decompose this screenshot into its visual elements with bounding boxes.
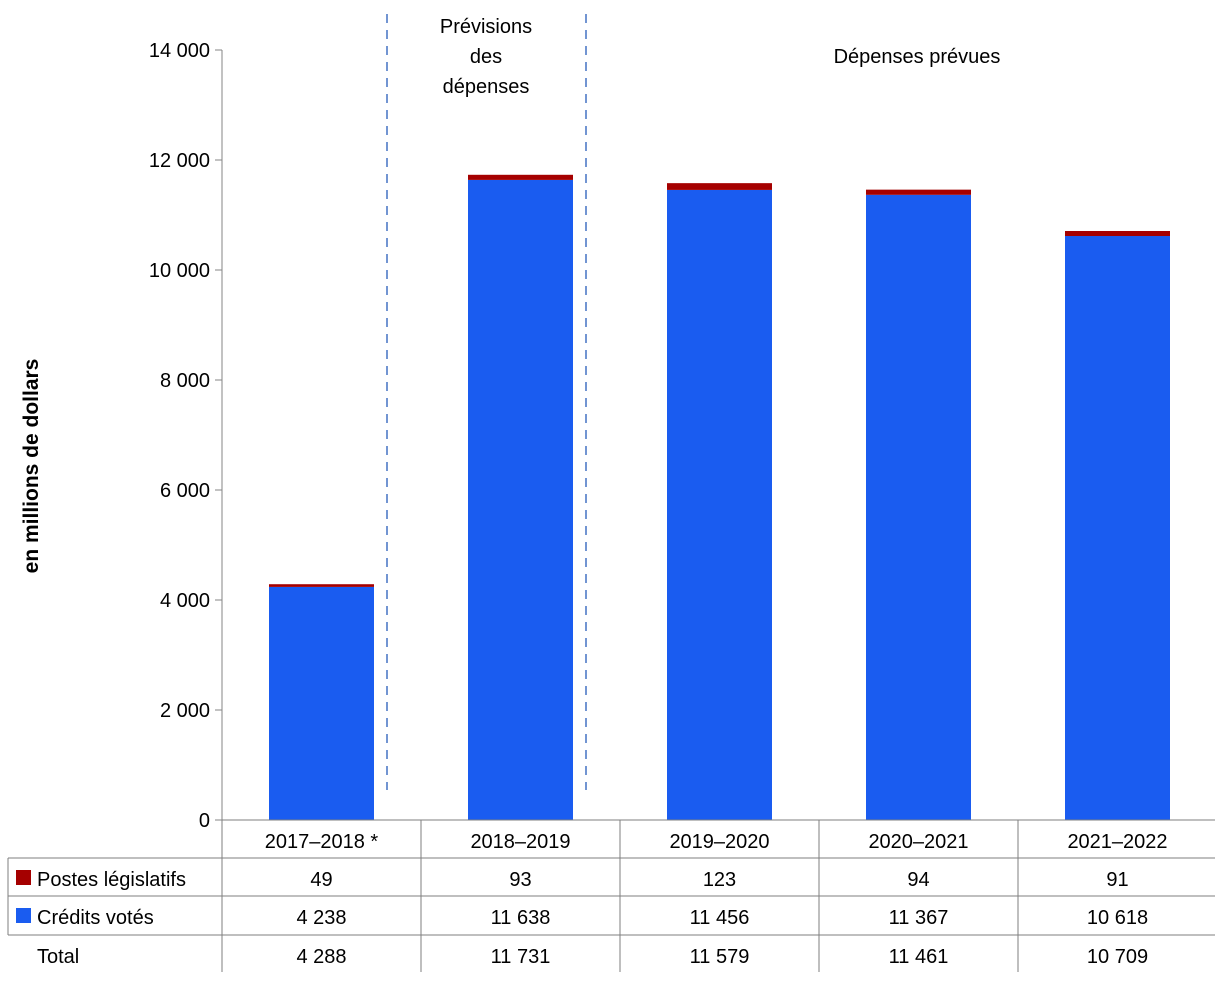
data-label: 10 618 (1087, 907, 1148, 929)
x-tick-label: 2020–2021 (868, 831, 968, 853)
legend-label: Postes législatifs (37, 869, 186, 891)
y-tick-label: 14 000 (149, 40, 210, 62)
y-axis: 0 2 000 4 000 6 000 8 000 10 000 12 000 14 000 (149, 40, 223, 832)
bar-credits-votes (866, 194, 971, 820)
legend-swatch (16, 870, 31, 885)
data-label: 94 (907, 869, 929, 891)
data-label: 10 709 (1087, 946, 1148, 968)
annotation-label: Dépenses prévues (834, 46, 1001, 68)
x-tick-label: 2021–2022 (1067, 831, 1167, 853)
data-label: 93 (509, 869, 531, 891)
data-label: 11 638 (491, 907, 551, 929)
y-tick-label: 2 000 (160, 700, 210, 722)
data-label: 49 (310, 869, 332, 891)
bar-postes-legislatifs (269, 584, 374, 587)
y-tick-label: 12 000 (149, 150, 210, 172)
bar-credits-votes (269, 586, 374, 820)
annotation-label: Prévisions (440, 16, 532, 38)
bars (269, 174, 1170, 821)
annotation-label: des (470, 46, 502, 68)
legend-swatch (16, 908, 31, 923)
legend-label: Crédits votés (37, 907, 154, 929)
data-table: 2017–2018 * 2018–2019 2019–2020 2020–2021 20… (7, 819, 1215, 972)
y-tick-label: 0 (199, 810, 210, 832)
bar-postes-legislatifs (667, 183, 772, 190)
bar-postes-legislatifs (468, 174, 573, 180)
bar-credits-votes (1065, 236, 1170, 820)
y-tick-label: 4 000 (160, 590, 210, 612)
data-label: 4 288 (296, 946, 346, 968)
data-label: 11 461 (889, 946, 949, 968)
data-label: 4 238 (296, 907, 346, 929)
x-tick-label: 2018–2019 (470, 831, 570, 853)
bar-credits-votes (667, 189, 772, 821)
bar-postes-legislatifs (866, 189, 971, 195)
annotation-label: dépenses (443, 76, 530, 98)
period-dividers (386, 14, 587, 790)
x-tick-label: 2019–2020 (669, 831, 769, 853)
data-label: 11 579 (690, 946, 750, 968)
y-tick-label: 8 000 (160, 370, 210, 392)
data-label: 11 456 (690, 907, 750, 929)
data-label: 11 731 (491, 946, 551, 968)
data-label: 123 (703, 869, 736, 891)
x-tick-label: 2017–2018 * (265, 831, 379, 853)
y-axis-label: en millions de dollars (20, 359, 43, 574)
bar-credits-votes (468, 179, 573, 820)
legend-label: Total (37, 946, 79, 968)
data-label: 91 (1106, 869, 1128, 891)
data-label: 11 367 (889, 907, 949, 929)
y-tick-label: 6 000 (160, 480, 210, 502)
y-tick-label: 10 000 (149, 260, 210, 282)
annotations: Prévisions des dépenses Dépenses prévues (440, 16, 1001, 98)
bar-postes-legislatifs (1065, 231, 1170, 237)
